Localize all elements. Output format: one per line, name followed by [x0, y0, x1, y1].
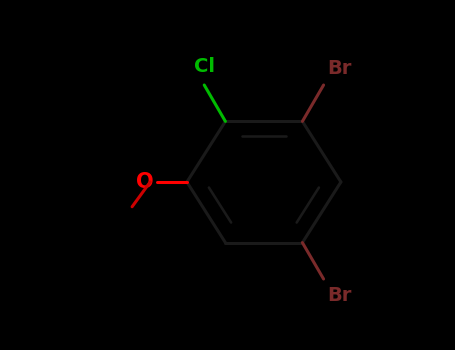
Text: O: O — [136, 172, 154, 192]
Text: Cl: Cl — [194, 57, 215, 76]
Text: Br: Br — [327, 59, 351, 78]
Text: Br: Br — [327, 286, 351, 305]
